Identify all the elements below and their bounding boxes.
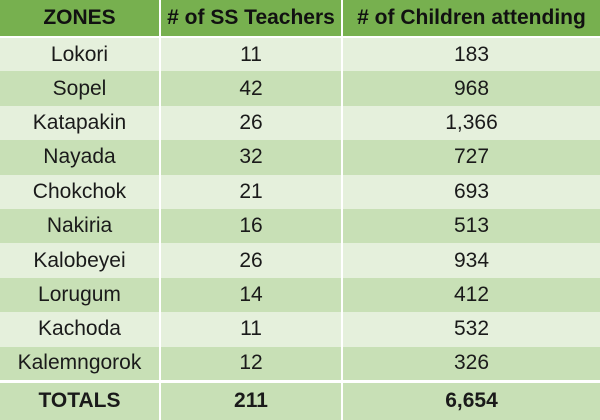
zone-cell: Nakiria — [0, 208, 161, 244]
header-ss-teachers: # of SS Teachers — [160, 0, 343, 38]
table-row: Kalobeyei 26 934 — [0, 243, 600, 278]
children-cell: 513 — [342, 208, 600, 244]
table-row: Katapakin 26 1,366 — [0, 105, 600, 141]
children-cell: 693 — [342, 174, 600, 209]
teachers-cell: 12 — [160, 346, 343, 381]
header-children-attending: # of Children attending — [342, 0, 600, 38]
zone-cell: Chokchok — [0, 174, 161, 209]
zone-cell: Katapakin — [0, 105, 161, 141]
totals-row: TOTALS 211 6,654 — [0, 379, 600, 420]
totals-children: 6,654 — [342, 379, 600, 420]
children-cell: 532 — [342, 312, 600, 347]
table-row: Sopel 42 968 — [0, 71, 600, 106]
zone-cell: Lorugum — [0, 277, 161, 313]
totals-teachers: 211 — [160, 379, 343, 420]
table-row: Lokori 11 183 — [0, 37, 600, 72]
table-row: Lorugum 14 412 — [0, 277, 600, 313]
table-row: Kachoda 11 532 — [0, 312, 600, 347]
children-cell: 412 — [342, 277, 600, 313]
zone-cell: Nayada — [0, 140, 161, 175]
table-row: Nakiria 16 513 — [0, 208, 600, 244]
teachers-cell: 32 — [160, 140, 343, 175]
totals-label: TOTALS — [0, 379, 161, 420]
teachers-cell: 21 — [160, 174, 343, 209]
zone-cell: Kalemngorok — [0, 346, 161, 381]
teachers-cell: 14 — [160, 277, 343, 313]
table-row: Kalemngorok 12 326 — [0, 346, 600, 381]
teachers-cell: 11 — [160, 37, 343, 72]
zone-cell: Kalobeyei — [0, 243, 161, 278]
header-row: ZONES # of SS Teachers # of Children att… — [0, 0, 600, 38]
table-row: Nayada 32 727 — [0, 140, 600, 175]
teachers-cell: 42 — [160, 71, 343, 106]
children-cell: 968 — [342, 71, 600, 106]
children-cell: 934 — [342, 243, 600, 278]
teachers-cell: 11 — [160, 312, 343, 347]
children-cell: 727 — [342, 140, 600, 175]
zone-cell: Lokori — [0, 37, 161, 72]
zone-cell: Sopel — [0, 71, 161, 106]
teachers-cell: 26 — [160, 105, 343, 141]
teachers-cell: 26 — [160, 243, 343, 278]
header-zones: ZONES — [0, 0, 161, 38]
children-cell: 183 — [342, 37, 600, 72]
zone-cell: Kachoda — [0, 312, 161, 347]
table-row: Chokchok 21 693 — [0, 174, 600, 209]
children-cell: 326 — [342, 346, 600, 381]
teachers-cell: 16 — [160, 208, 343, 244]
children-cell: 1,366 — [342, 105, 600, 141]
